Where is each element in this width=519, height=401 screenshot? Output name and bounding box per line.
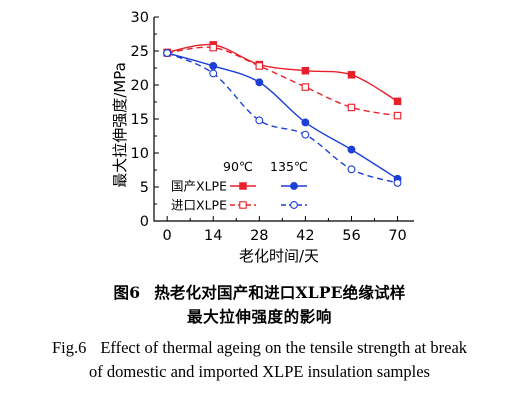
data-point-2	[347, 145, 356, 154]
caption-en-line1: Fig.6 Effect of thermal ageing on the ten…	[0, 338, 519, 358]
chart-axes: 0 5 10 15 20 25 30 0 14 28 42 56 70	[131, 10, 414, 244]
x-tick-label: 0	[163, 228, 172, 244]
data-point-3	[209, 69, 218, 78]
data-point-3	[393, 178, 402, 187]
y-tick-label: 5	[140, 180, 149, 196]
chart-legend: 90℃ 135℃ 国产XLPE 进口XLPE	[171, 159, 308, 213]
caption-en-label: Fig.6	[51, 338, 87, 357]
legend-group-label: 国产XLPE	[171, 179, 227, 194]
legend-temp-label: 135℃	[270, 159, 308, 174]
caption-en-title: Effect of thermal ageing on the tensile …	[100, 338, 468, 357]
data-point-3	[255, 116, 264, 125]
y-tick-label: 15	[131, 112, 149, 128]
legend-swatch-marker	[239, 201, 247, 209]
legend-temp-label: 90℃	[223, 159, 253, 174]
tensile-strength-chart: 0 5 10 15 20 25 30 0 14 28 42 56 70 90℃ 135℃ 国产XLPE 进口X…	[111, 10, 414, 265]
x-tick-label: 42	[296, 228, 314, 244]
x-axis-label: 老化时间/天	[239, 247, 319, 265]
data-point-2	[301, 118, 310, 127]
series-markers	[163, 41, 402, 187]
caption-zh-title: 热老化对国产和进口XLPE绝缘试样	[154, 283, 406, 302]
data-point-2	[209, 62, 218, 70]
legend-swatch-marker	[290, 182, 298, 190]
data-point-3	[301, 130, 310, 139]
series-line-1	[167, 46, 398, 117]
series-line-2	[166, 52, 398, 180]
x-tick-label: 14	[204, 228, 222, 244]
data-point-3	[163, 49, 172, 57]
data-point-0	[347, 71, 356, 79]
legend-group-label: 进口XLPE	[171, 198, 227, 213]
y-tick-label: 25	[131, 44, 149, 60]
caption-zh-line2: 最大拉伸强度的影响	[187, 307, 332, 326]
caption-zh-line1: 图6 热老化对国产和进口XLPE绝缘试样	[0, 281, 519, 303]
y-tick-label: 20	[131, 78, 149, 94]
data-point-1	[209, 43, 217, 52]
x-tick-label: 70	[388, 228, 406, 244]
data-point-0	[301, 66, 310, 75]
y-tick-label: 0	[140, 214, 149, 230]
data-point-2	[255, 78, 264, 87]
x-tick-label: 28	[250, 228, 268, 244]
series-line-0	[167, 43, 398, 102]
legend-swatch-marker	[239, 182, 247, 190]
data-point-1	[347, 103, 356, 112]
y-tick-label: 30	[131, 10, 149, 26]
legend-swatch-marker	[290, 201, 298, 209]
axis-labels: 老化时间/天 最大拉伸强度/MPa	[111, 62, 319, 265]
series-curves	[166, 43, 398, 184]
caption-en-line2: of domestic and imported XLPE insulation…	[89, 362, 430, 381]
data-point-1	[393, 111, 402, 120]
data-point-1	[301, 83, 310, 91]
y-tick-label: 10	[131, 146, 149, 162]
data-point-3	[347, 165, 356, 174]
x-tick-label: 56	[342, 228, 360, 244]
data-point-0	[393, 97, 402, 106]
y-axis-label: 最大拉伸强度/MPa	[111, 62, 129, 188]
data-point-1	[255, 62, 264, 70]
caption-zh-label: 图6	[113, 283, 141, 302]
